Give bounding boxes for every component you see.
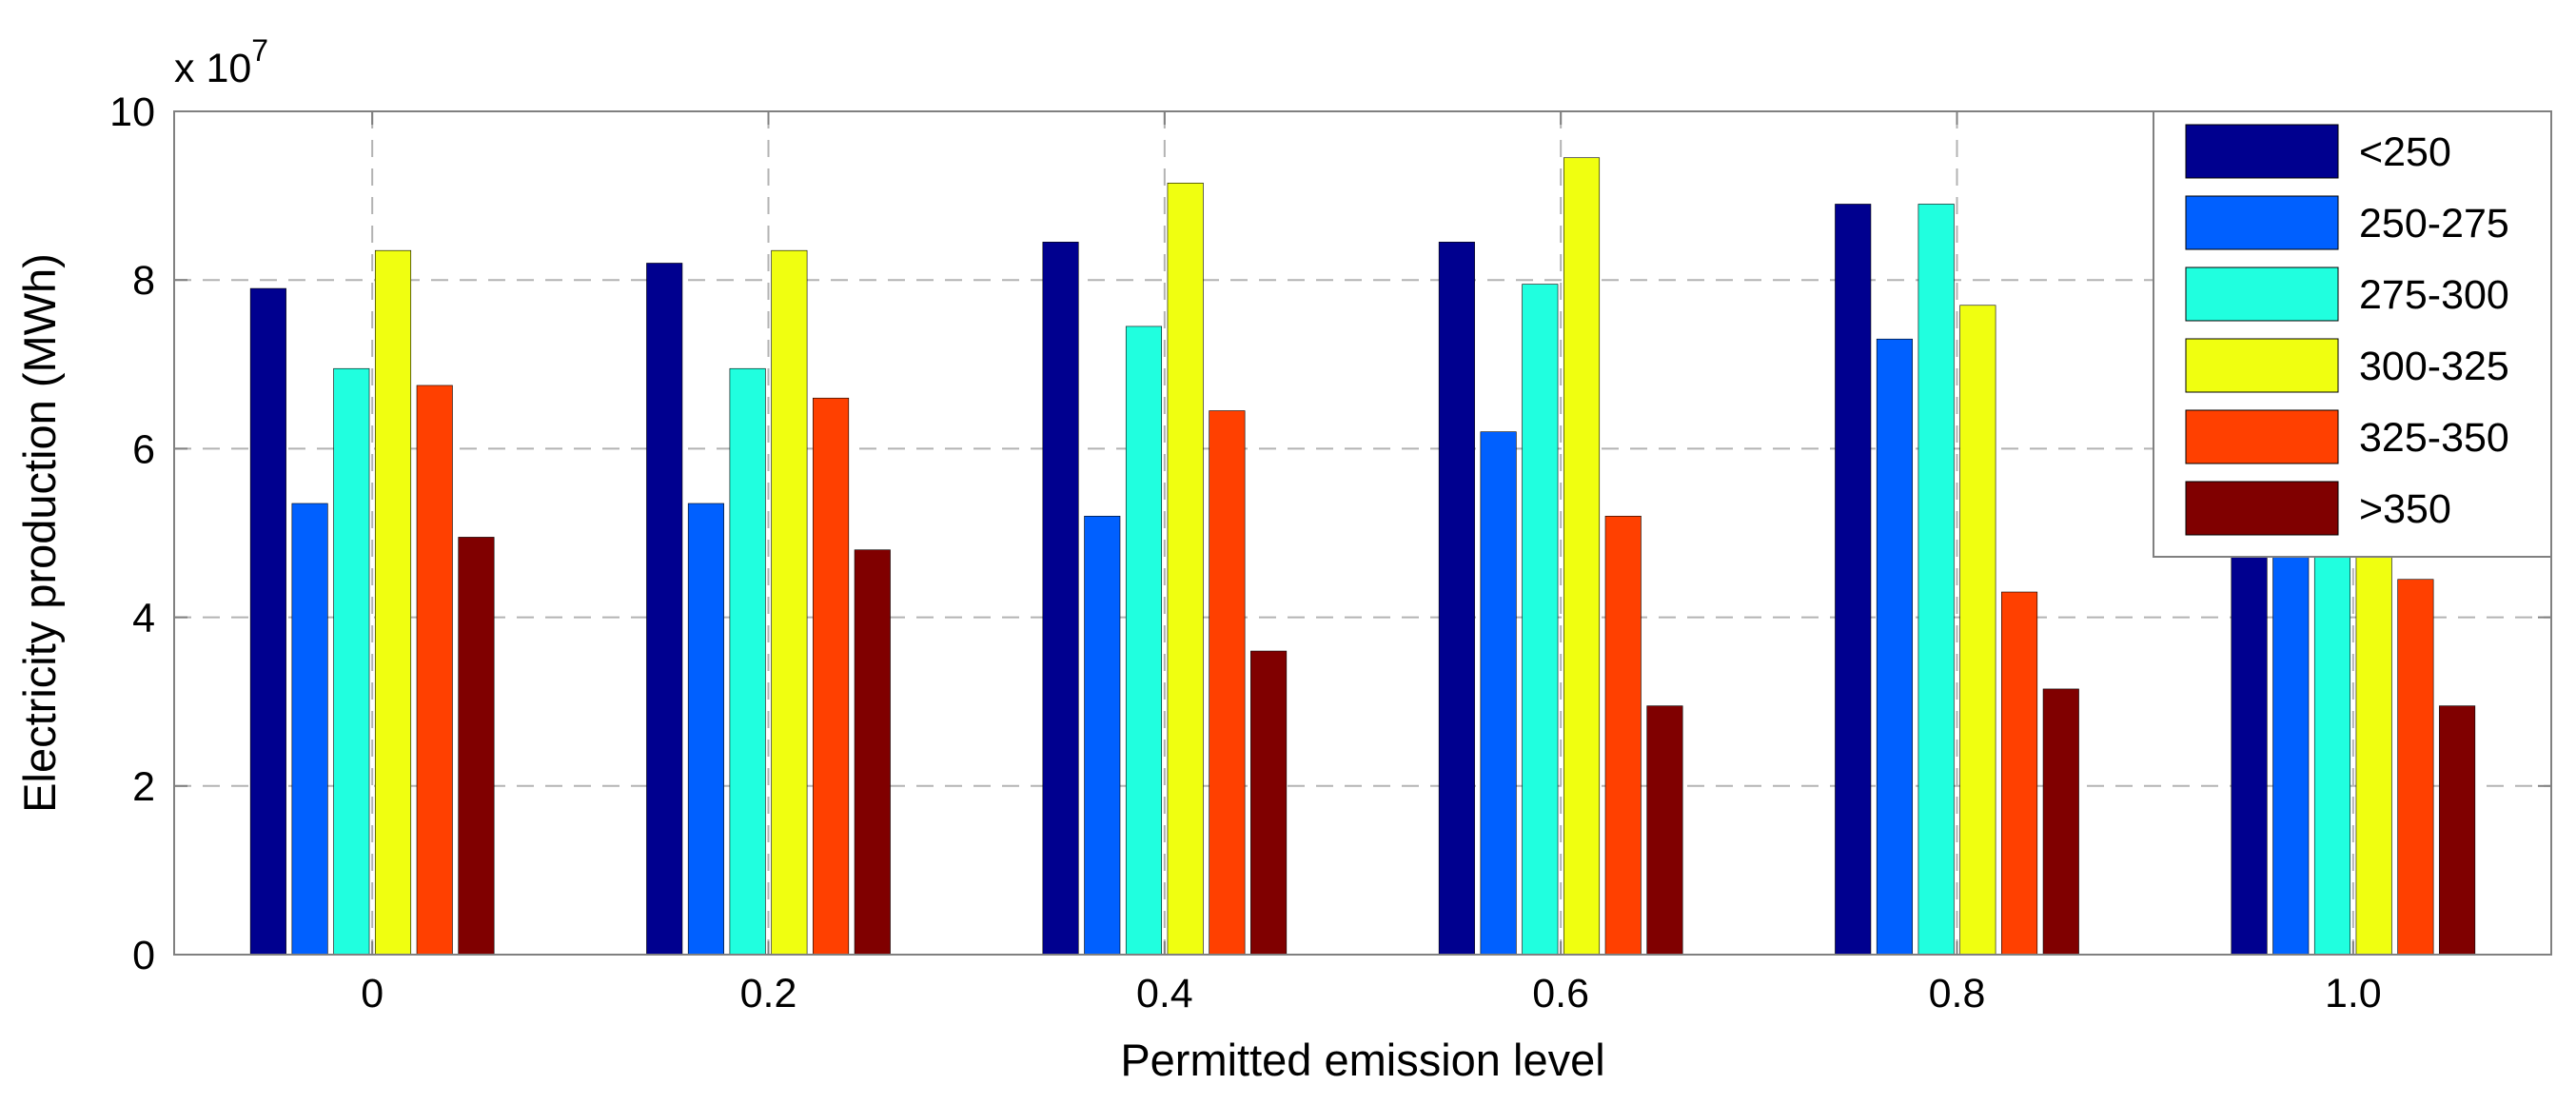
bar-325350-cat5	[2397, 579, 2434, 956]
y-tick-label: 10	[109, 89, 155, 135]
bar-350-cat1	[854, 549, 891, 956]
x-tick-label: 0.6	[1532, 971, 1589, 1016]
legend-swatch	[2185, 481, 2339, 536]
bar-300325-cat4	[1959, 305, 1996, 956]
bar-350-cat2	[1250, 650, 1288, 956]
bar-325350-cat2	[1209, 410, 1246, 956]
bar-275300-cat2	[1125, 326, 1163, 956]
x-axis-label: Permitted emission level	[1120, 1035, 1604, 1085]
legend: <250 250-275 275-300 300-325 325-350 >350	[2153, 110, 2552, 558]
bar-275300-cat3	[1522, 284, 1559, 956]
bar-250-cat3	[1438, 242, 1475, 956]
bar-325350-cat1	[813, 397, 850, 956]
tick-layer: 0 2 4 6 8 10 0 0.2 0.4 0.6 0.8 1.0	[109, 89, 2551, 1016]
bar-250275-cat3	[1480, 431, 1517, 956]
bar-275300-cat1	[729, 367, 766, 956]
x-tick-label: 1.0	[2325, 971, 2382, 1016]
bar-250-cat1	[646, 263, 683, 956]
legend-entry-label: >350	[2359, 486, 2451, 532]
legend-swatch	[2185, 195, 2339, 250]
legend-entry-label: <250	[2359, 129, 2451, 175]
legend-entry-label: 300-325	[2359, 344, 2509, 389]
bar-250275-cat4	[1876, 338, 1913, 956]
legend-entry-label: 275-300	[2359, 272, 2509, 318]
y-multiplier-exponent: 7	[251, 33, 268, 68]
bar-325350-cat3	[1604, 515, 1642, 956]
x-tick-label: 0	[361, 971, 383, 1016]
bar-325350-cat4	[2001, 591, 2038, 956]
legend-swatch	[2185, 338, 2339, 393]
bar-300325-cat1	[771, 249, 808, 956]
bar-350-cat4	[2042, 688, 2079, 956]
bar-250275-cat2	[1084, 515, 1121, 956]
y-tick-label: 0	[132, 933, 155, 978]
bar-275300-cat4	[1917, 204, 1955, 956]
bar-300325-cat0	[374, 249, 412, 956]
bar-layer	[249, 140, 2476, 956]
legend-swatch	[2185, 124, 2339, 179]
y-tick-label: 8	[132, 258, 155, 304]
legend-entry-label: 325-350	[2359, 415, 2509, 461]
x-tick-label: 0.4	[1136, 971, 1193, 1016]
bar-250275-cat1	[687, 503, 724, 956]
legend-entry-label: 250-275	[2359, 201, 2509, 247]
y-tick-label: 6	[132, 426, 155, 472]
x-tick-label: 0.2	[740, 971, 797, 1016]
bar-350-cat0	[458, 537, 495, 956]
legend-swatch	[2185, 266, 2339, 322]
bar-250-cat4	[1835, 204, 1872, 956]
y-axis-label: Electricity production (MWh)	[14, 253, 65, 813]
bar-300325-cat3	[1563, 157, 1601, 956]
y-multiplier-prefix: x 10	[174, 46, 251, 91]
bar-250275-cat0	[291, 503, 328, 956]
bar-350-cat5	[2439, 705, 2476, 956]
x-tick-label: 0.8	[1929, 971, 1986, 1016]
y-axis-multiplier: x 107	[174, 33, 268, 91]
y-tick-label: 2	[132, 764, 155, 810]
y-tick-label: 4	[132, 596, 155, 641]
bar-350-cat3	[1646, 705, 1683, 956]
bar-275300-cat0	[333, 367, 370, 956]
legend-swatch	[2185, 409, 2339, 464]
bar-250-cat0	[249, 287, 286, 956]
bar-300325-cat2	[1167, 183, 1204, 956]
bar-250-cat2	[1042, 242, 1079, 956]
bar-325350-cat0	[416, 385, 453, 956]
